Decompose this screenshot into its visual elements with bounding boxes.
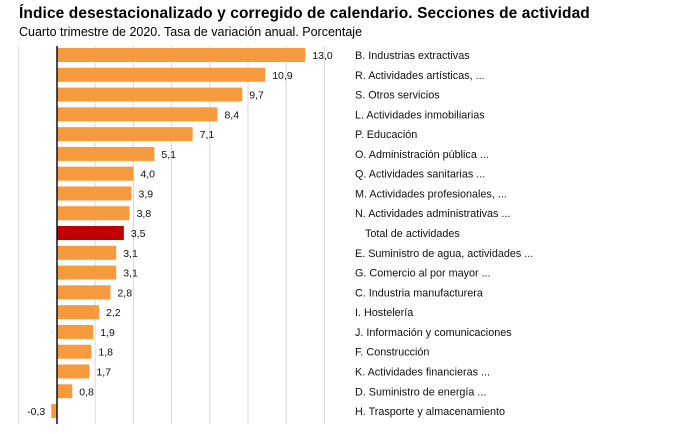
category-label: B. Industrias extractivas <box>355 50 470 62</box>
bar <box>57 186 132 201</box>
bar <box>57 305 100 320</box>
value-label: -0,3 <box>27 406 45 418</box>
category-label: K. Actividades financieras ... <box>355 366 490 378</box>
category-label: M. Actividades profesionales, ... <box>355 188 507 200</box>
category-label: Q. Actividades sanitarias ... <box>355 169 485 181</box>
bar <box>57 324 94 339</box>
chart-title: Índice desestacionalizado y corregido de… <box>19 5 590 22</box>
bar <box>57 344 92 359</box>
bar <box>57 48 306 62</box>
value-label: 9,7 <box>249 90 264 102</box>
bar <box>57 384 73 399</box>
bar <box>57 265 117 280</box>
value-label: 1,9 <box>100 327 115 339</box>
bar <box>57 245 117 260</box>
value-label: 3,1 <box>123 268 138 280</box>
value-label: 10,9 <box>272 70 293 82</box>
category-label: D. Suministro de energía ... <box>355 386 486 398</box>
value-label: 13,0 <box>312 50 333 62</box>
category-label: O. Administración pública ... <box>355 149 489 161</box>
bar-highlighted <box>57 226 124 241</box>
value-label: 2,8 <box>117 287 132 299</box>
bar <box>57 127 193 142</box>
chart-subtitle: Cuarto trimestre de 2020. Tasa de variac… <box>19 25 363 39</box>
bar <box>57 364 90 379</box>
value-label: 1,7 <box>96 366 111 378</box>
bars <box>51 48 306 419</box>
category-label: E. Suministro de agua, actividades ... <box>355 248 533 260</box>
value-label: 3,8 <box>137 208 152 220</box>
category-label: N. Actividades administrativas ... <box>355 208 510 220</box>
category-labels: B. Industrias extractivas R. Actividades … <box>355 50 533 418</box>
category-label: F. Construcción <box>355 347 429 359</box>
value-label: 3,9 <box>138 188 153 200</box>
category-label: L. Actividades inmobiliarias <box>355 109 485 121</box>
category-label: I. Hostelería <box>355 307 413 319</box>
bar <box>57 206 130 221</box>
value-label: 3,1 <box>123 248 138 260</box>
bar <box>51 404 57 419</box>
bar <box>57 67 266 82</box>
value-label: 8,4 <box>224 109 239 121</box>
value-label: 2,2 <box>106 307 121 319</box>
value-label: 0,8 <box>79 386 94 398</box>
bar <box>57 285 111 300</box>
bar <box>57 107 218 122</box>
category-label: G. Comercio al por mayor ... <box>355 268 491 280</box>
bar <box>57 146 155 161</box>
value-label: 4,0 <box>140 169 155 181</box>
value-label: 3,5 <box>131 228 146 240</box>
value-label: 7,1 <box>200 129 215 141</box>
category-label: H. Trasporte y almacenamiento <box>355 406 505 418</box>
bar <box>57 166 134 181</box>
category-label: J. Información y comunicaciones <box>355 327 512 339</box>
value-labels: 13,0 10,9 9,7 8,4 7,1 5,1 4,0 3,9 3,8 3,5 3,1 3,1 2,… <box>27 50 333 418</box>
category-label: P. Educación <box>355 129 417 141</box>
category-label: Total de actividades <box>365 228 460 240</box>
bar <box>57 87 243 102</box>
category-label: S. Otros servicios <box>355 90 440 102</box>
category-label: C. Industria manufacturera <box>355 287 483 299</box>
value-label: 5,1 <box>161 149 176 161</box>
category-label: R. Actividades artísticas, ... <box>355 70 485 82</box>
value-label: 1,8 <box>98 347 113 359</box>
